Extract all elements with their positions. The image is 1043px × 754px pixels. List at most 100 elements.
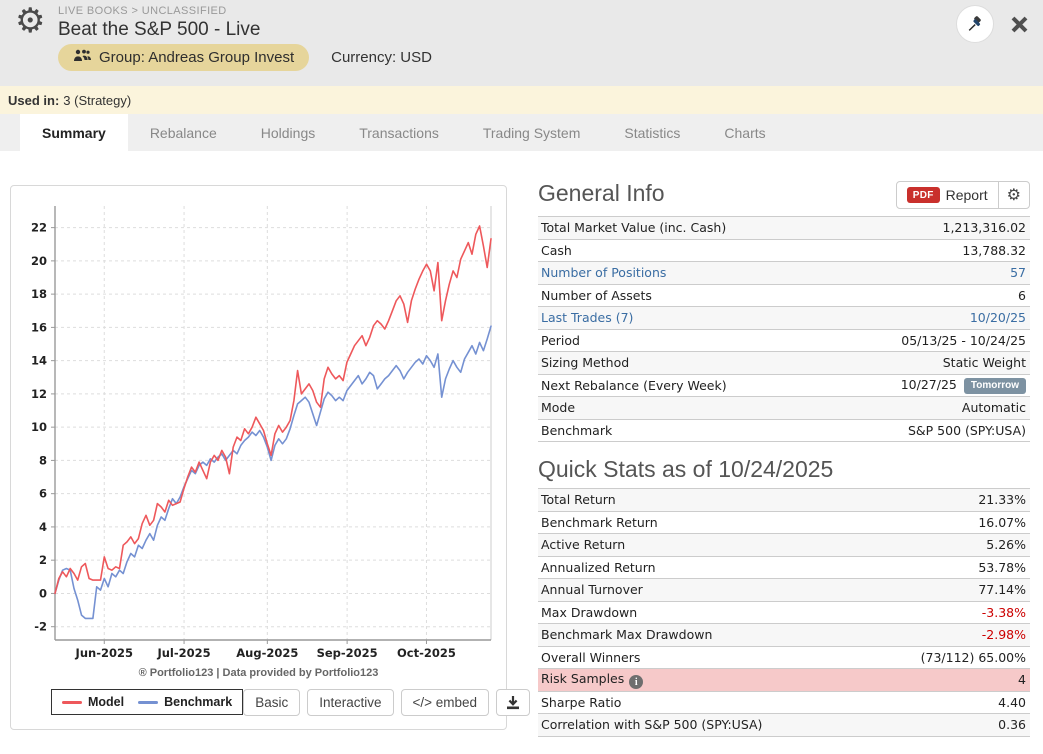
general-info-value: S&P 500 (SPY:USA) [907, 422, 1026, 438]
general-info-row: Number of Assets 6 [538, 285, 1030, 307]
report-settings-button[interactable]: ⚙ [999, 182, 1029, 208]
tab-transactions[interactable]: Transactions [359, 124, 439, 141]
chart-buttons: Basic Interactive </> embed [243, 688, 531, 716]
general-info-value: 6 [1018, 287, 1026, 303]
svg-text:0: 0 [39, 586, 47, 600]
legend-swatch [62, 700, 82, 704]
quick-stat-value: 4.40 [998, 694, 1026, 710]
chart-legend: Model Benchmark [51, 689, 244, 715]
svg-text:Jul-2025: Jul-2025 [156, 646, 210, 660]
tab-holdings[interactable]: Holdings [260, 124, 316, 141]
tab-charts[interactable]: Charts [724, 124, 766, 141]
quick-stat-row: Overall Winners (73/112) 65.00% [538, 647, 1030, 669]
general-info-value: 10/27/25 Tomorrow [901, 377, 1026, 394]
general-info-label[interactable]: Number of Positions [541, 265, 667, 281]
report-button-group: PDF Report ⚙ [895, 181, 1030, 209]
quick-stat-label: Correlation with S&P 500 (SPY:USA) [541, 717, 763, 733]
quick-stats-title: Quick Stats as of 10/24/2025 [538, 455, 834, 482]
users-icon [73, 49, 91, 66]
quick-stat-row: Benchmark Return 16.07% [538, 512, 1030, 534]
quick-stat-value: 0.36 [998, 717, 1026, 733]
gear-icon: ⚙ [1006, 187, 1021, 204]
general-info-label[interactable]: Last Trades (7) [541, 310, 634, 326]
svg-text:Jun-2025: Jun-2025 [75, 646, 133, 660]
svg-text:Aug-2025: Aug-2025 [236, 646, 298, 660]
pin-button[interactable] [956, 5, 994, 43]
pushpin-icon [968, 16, 981, 31]
svg-text:10: 10 [31, 420, 47, 434]
general-info-header: General Info PDF Report ⚙ [538, 180, 1030, 216]
info-icon[interactable]: i [629, 675, 644, 689]
legend-label: Model [88, 695, 125, 709]
pdf-report-button[interactable]: PDF Report [897, 182, 999, 208]
quick-stat-label: Overall Winners [541, 649, 641, 665]
embed-button[interactable]: </> embed [400, 688, 490, 716]
general-info-value: 1,213,316.02 [942, 220, 1027, 236]
svg-text:4: 4 [39, 520, 47, 534]
svg-text:Oct-2025: Oct-2025 [397, 646, 456, 660]
quick-stat-label: Sharpe Ratio [541, 694, 622, 710]
settings-gear-icon[interactable]: ⚙ [15, 2, 46, 40]
chart-attribution: ® Portfolio123 | Data provided by Portfo… [138, 667, 379, 679]
svg-text:Sep-2025: Sep-2025 [317, 646, 378, 660]
top-header: ⚙ LIVE BOOKS > UNCLASSIFIED Beat the S&P… [0, 0, 1043, 86]
download-icon [507, 695, 520, 709]
quick-stat-row: Active Return 5.26% [538, 534, 1030, 557]
general-info-value: 05/13/25 - 10/24/25 [901, 332, 1026, 348]
interactive-button[interactable]: Interactive [307, 688, 394, 716]
general-info-value[interactable]: 57 [1010, 265, 1026, 281]
tomorrow-badge: Tomorrow [963, 377, 1026, 394]
pdf-badge: PDF [906, 187, 940, 203]
general-info-table: Total Market Value (inc. Cash) 1,213,316.… [538, 216, 1030, 442]
quick-stat-row: Max Drawdown -3.38% [538, 602, 1030, 624]
quick-stat-row: Annual Turnover 77.14% [538, 579, 1030, 602]
badge-row: Group: Andreas Group Invest Currency: US… [58, 44, 432, 71]
quick-stat-label: Annualized Return [541, 559, 656, 575]
breadcrumb[interactable]: LIVE BOOKS > UNCLASSIFIED [58, 5, 227, 17]
svg-text:2: 2 [39, 553, 47, 567]
svg-text:18: 18 [31, 287, 47, 301]
group-badge[interactable]: Group: Andreas Group Invest [58, 44, 310, 71]
svg-text:14: 14 [31, 354, 47, 368]
quick-stat-row: Benchmark Max Drawdown -2.98% [538, 624, 1030, 647]
quick-stat-row: Annualized Return 53.78% [538, 557, 1030, 579]
svg-text:12: 12 [31, 387, 47, 401]
quick-stat-label: Benchmark Return [541, 514, 658, 530]
close-button[interactable] [1008, 13, 1030, 35]
tab-summary[interactable]: Summary [20, 114, 128, 151]
quick-stat-value: -3.38% [981, 604, 1026, 620]
used-in-value[interactable]: 3 (Strategy) [63, 92, 132, 108]
tab-statistics[interactable]: Statistics [624, 124, 681, 141]
tab-rebalance[interactable]: Rebalance [149, 124, 217, 141]
tab-trading-system[interactable]: Trading System [482, 124, 581, 141]
general-info-label: Total Market Value (inc. Cash) [541, 220, 727, 236]
legend-item-model: Model [62, 695, 124, 709]
general-info-value: 13,788.32 [962, 242, 1026, 258]
used-in-bar: Used in: 3 (Strategy) [0, 86, 1043, 114]
quick-stats-table: Total Return 21.33% Benchmark Return 16.07%… [538, 488, 1030, 737]
general-info-label: Number of Assets [541, 287, 652, 303]
quick-stat-value: (73/112) 65.00% [920, 649, 1026, 665]
performance-chart-card: -2 0 2 4 6 8 10 12 14 16 18 20 22 Jun-2025 Jul-2025 Aug… [10, 185, 531, 730]
quick-stat-label: Max Drawdown [541, 604, 638, 620]
svg-text:22: 22 [31, 221, 47, 235]
general-info-value: Automatic [961, 400, 1026, 416]
page-title: Beat the S&P 500 - Live [58, 19, 261, 40]
general-info-row: Next Rebalance (Every Week) 10/27/25 Tomor… [538, 375, 1030, 397]
svg-text:20: 20 [31, 254, 47, 268]
general-info-label: Benchmark [541, 422, 613, 438]
general-info-value[interactable]: 10/20/25 [969, 310, 1026, 326]
general-info-value: Static Weight [942, 355, 1026, 371]
download-button[interactable] [496, 688, 531, 716]
quick-stat-label: Active Return [541, 537, 626, 553]
performance-chart: -2 0 2 4 6 8 10 12 14 16 18 20 22 Jun-2025 Jul-2025 Aug… [31, 206, 492, 660]
quick-stats-header: Quick Stats as of 10/24/2025 [538, 450, 1030, 488]
general-info-title: General Info [538, 180, 665, 206]
currency-label: Currency: USD [331, 49, 432, 66]
report-label: Report [945, 187, 988, 203]
general-info-row: Mode Automatic [538, 397, 1030, 420]
basic-button[interactable]: Basic [243, 688, 301, 716]
chart-bottom-row: Model Benchmark Basic Interactive </> emb… [51, 686, 531, 718]
general-info-row: Cash 13,788.32 [538, 240, 1030, 262]
